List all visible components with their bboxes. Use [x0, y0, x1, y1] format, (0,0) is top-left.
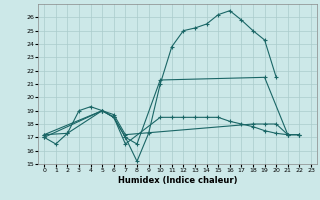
X-axis label: Humidex (Indice chaleur): Humidex (Indice chaleur): [118, 176, 237, 185]
